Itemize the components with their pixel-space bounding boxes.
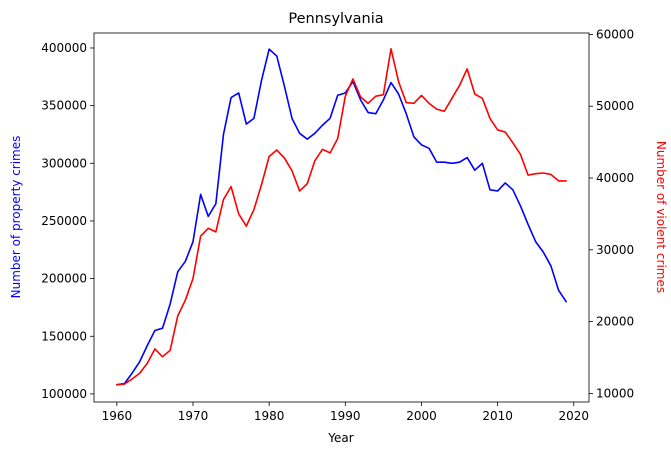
left-y-tick-label: 250000 — [41, 214, 87, 228]
left-y-tick-label: 300000 — [41, 156, 87, 170]
left-y-axis: 100000 150000 200000 250000 300000 350000 4000… — [41, 41, 94, 401]
x-tick-label: 2000 — [406, 409, 437, 423]
left-y-tick-label: 350000 — [41, 99, 87, 113]
x-tick-label: 1970 — [178, 409, 209, 423]
plot-frame — [93, 32, 590, 403]
right-y-tick-label: 20000 — [596, 315, 634, 329]
left-y-axis-title: Number of property crimes — [9, 136, 23, 299]
right-y-tick-label: 60000 — [596, 27, 634, 41]
left-y-tick-label: 150000 — [41, 329, 87, 343]
x-axis-title: Year — [327, 431, 353, 445]
x-tick-label: 1980 — [254, 409, 285, 423]
right-y-tick-label: 50000 — [596, 99, 634, 113]
right-y-tick-label: 30000 — [596, 243, 634, 257]
x-tick-label: 2010 — [482, 409, 513, 423]
x-tick-label: 1990 — [330, 409, 361, 423]
right-y-axis: 10000 20000 30000 40000 50000 60000 — [589, 27, 634, 400]
right-y-tick-label: 40000 — [596, 171, 634, 185]
x-axis: 1960 1970 1980 1990 2000 2010 2020 — [102, 402, 589, 423]
right-y-tick-label: 10000 — [596, 386, 634, 400]
left-y-tick-label: 400000 — [41, 41, 87, 55]
violent-crimes-series-line — [116, 47, 567, 386]
chart-title: Pennsylvania — [288, 11, 383, 27]
x-tick-label: 2020 — [558, 409, 589, 423]
left-y-tick-label: 100000 — [41, 387, 87, 401]
right-y-axis-title: Number of violent crimes — [654, 141, 668, 293]
x-tick-label: 1960 — [102, 409, 133, 423]
left-y-tick-label: 200000 — [41, 272, 87, 286]
property-crimes-series-line — [116, 48, 567, 386]
